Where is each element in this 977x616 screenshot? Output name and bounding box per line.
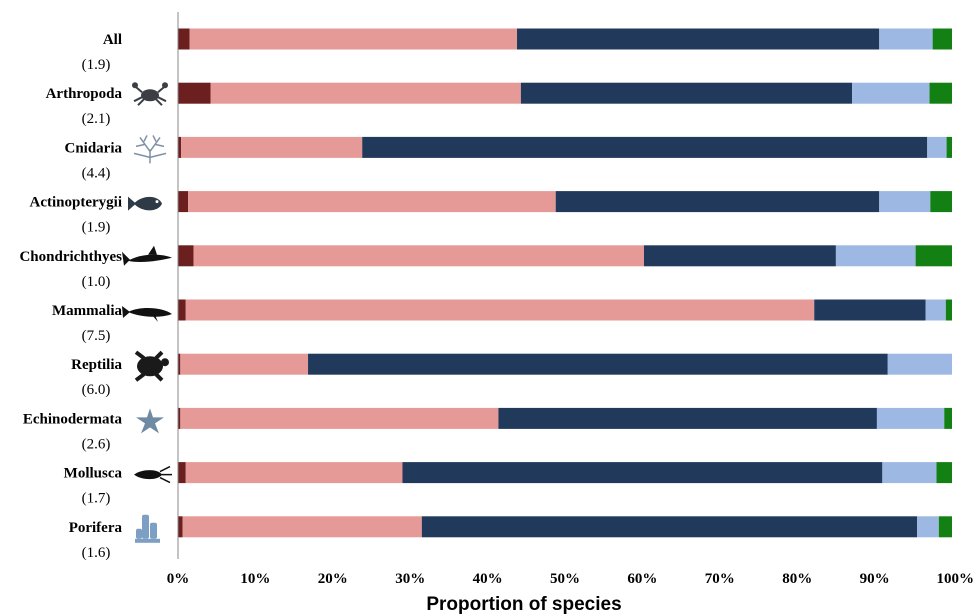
- category-value-label: (1.9): [82, 57, 111, 73]
- category-label: Echinodermata: [23, 411, 123, 427]
- bar-segment: [421, 516, 918, 538]
- sponge-icon: [135, 514, 160, 543]
- category-value-label: (4.4): [82, 165, 111, 181]
- category-value-label: (1.7): [82, 491, 111, 507]
- bar-segment: [178, 28, 190, 50]
- bar-segment: [210, 82, 521, 104]
- x-tick-label: 70%: [705, 571, 735, 587]
- x-tick-label: 80%: [782, 571, 812, 587]
- bar-segment: [520, 82, 853, 104]
- crab-icon: [131, 81, 169, 107]
- x-tick-label: 50%: [550, 571, 580, 587]
- category-label: Porifera: [69, 520, 123, 536]
- bar-segment: [852, 82, 930, 104]
- turtle-icon: [134, 350, 171, 383]
- bar-segment: [925, 299, 946, 321]
- bar-segment: [927, 136, 947, 158]
- bar-segment: [917, 516, 939, 538]
- category-value-label: (2.6): [82, 436, 111, 452]
- x-tick-label: 10%: [240, 571, 270, 587]
- whale-icon: [122, 306, 172, 322]
- bar-segment: [946, 136, 952, 158]
- bar-segment: [814, 299, 926, 321]
- bar-segment: [178, 516, 183, 538]
- x-tick-label: 90%: [860, 571, 890, 587]
- category-label: All: [103, 32, 122, 48]
- bar-segment: [887, 353, 952, 375]
- bar-segment: [945, 299, 952, 321]
- bar-segment: [944, 407, 952, 429]
- category-value-label: (2.1): [82, 111, 111, 127]
- category-value-label: (1.0): [82, 274, 111, 290]
- x-tick-label: 40%: [473, 571, 503, 587]
- bar-segment: [879, 28, 933, 50]
- bar-segment: [876, 407, 945, 429]
- category-label: Chondrichthyes: [19, 249, 122, 265]
- bar-segment: [178, 136, 182, 158]
- bar-segment: [932, 28, 952, 50]
- bar-segment: [938, 516, 952, 538]
- bar-segment: [178, 353, 181, 375]
- bar-segment: [517, 28, 880, 50]
- bar-segment: [178, 82, 211, 104]
- category-value-label: (7.5): [82, 328, 111, 344]
- category-label: Mollusca: [64, 466, 123, 482]
- bar-segment: [879, 191, 931, 213]
- bar-segment: [185, 462, 403, 484]
- bar-segment: [181, 136, 363, 158]
- bar-segment: [936, 462, 952, 484]
- category-label: Reptilia: [71, 357, 122, 373]
- shark-icon: [122, 245, 172, 266]
- x-tick-label: 0%: [167, 571, 190, 587]
- bar-segment: [930, 191, 952, 213]
- x-axis-title: Proportion of species: [426, 594, 621, 615]
- squid-icon: [133, 465, 173, 484]
- fish-icon: [128, 196, 162, 211]
- bar-segment: [882, 462, 937, 484]
- category-value-label: (1.6): [82, 545, 111, 561]
- x-tick-label: 20%: [318, 571, 348, 587]
- bar-segment: [643, 245, 836, 267]
- bar-segment: [498, 407, 877, 429]
- bar-segment: [182, 516, 422, 538]
- bar-segment: [362, 136, 928, 158]
- category-label: Mammalia: [52, 303, 122, 319]
- bar-segment: [185, 299, 815, 321]
- bar-segment: [308, 353, 888, 375]
- bar-segment: [178, 245, 194, 267]
- category-label: Arthropoda: [46, 86, 123, 102]
- bar-segment: [915, 245, 952, 267]
- x-tick-label: 100%: [937, 571, 975, 587]
- bar-segment: [929, 82, 952, 104]
- x-tick-label: 60%: [627, 571, 657, 587]
- bar-segment: [178, 191, 189, 213]
- category-label: Cnidaria: [64, 140, 122, 156]
- bar-segment: [193, 245, 644, 267]
- coral-icon: [133, 134, 167, 165]
- category-value-label: (1.9): [82, 220, 111, 236]
- bar-segment: [402, 462, 883, 484]
- x-tick-label: 30%: [395, 571, 425, 587]
- category-label: Actinopterygii: [30, 195, 122, 211]
- bar-segment: [180, 407, 499, 429]
- bar-segment: [835, 245, 916, 267]
- bar-segment: [189, 28, 518, 50]
- bar-segment: [178, 462, 186, 484]
- bar-segment: [555, 191, 880, 213]
- bar-segment: [180, 353, 309, 375]
- bar-segment: [188, 191, 556, 213]
- category-value-label: (6.0): [82, 382, 111, 398]
- starfish-icon: [136, 408, 164, 434]
- bar-segment: [178, 407, 181, 429]
- bar-segment: [178, 299, 186, 321]
